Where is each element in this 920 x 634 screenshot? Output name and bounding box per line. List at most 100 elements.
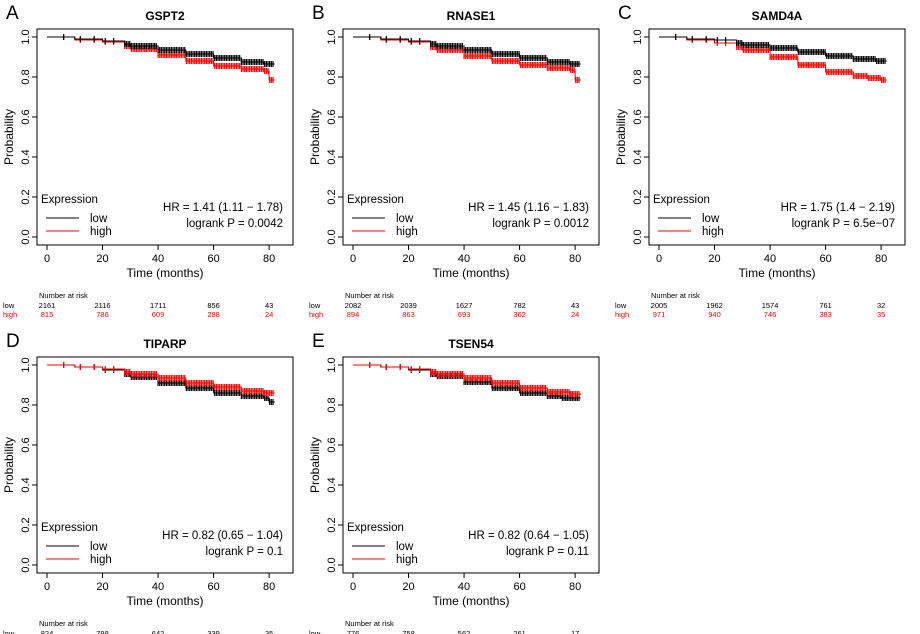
- panel-letter: B: [312, 3, 325, 24]
- panel-letter: D: [6, 331, 20, 352]
- risk-count-low: 1962: [706, 301, 723, 310]
- risk-count-low: 339: [207, 629, 220, 634]
- risk-count-low: 776: [347, 629, 360, 634]
- x-tick-label: 80: [263, 581, 275, 593]
- km-panel: C SAMD4A 0.0 0.2 0.4 0.6 0.8 1.0 0 20 40 60 80 Time (…: [614, 3, 906, 319]
- x-tick-label: 0: [44, 581, 50, 593]
- legend-title: Expression: [347, 194, 404, 206]
- plot-box: [342, 356, 600, 574]
- x-tick-label: 40: [152, 253, 164, 265]
- plot-box: [342, 28, 600, 246]
- x-tick-label: 40: [458, 253, 470, 265]
- y-tick-label: 0.2: [326, 189, 338, 204]
- x-axis-label: Time (months): [433, 594, 510, 608]
- y-tick-label: 0.4: [632, 149, 644, 164]
- y-tick-label: 0.8: [20, 397, 32, 412]
- legend-label-low: low: [90, 541, 108, 553]
- logrank-p: logrank P = 0.1: [206, 546, 283, 558]
- risk-count-low: 642: [152, 629, 165, 634]
- risk-count-high: 815: [41, 310, 54, 319]
- risk-count-high: 288: [207, 310, 220, 319]
- x-tick-label: 60: [819, 253, 831, 265]
- x-tick-label: 80: [875, 253, 887, 265]
- x-tick-label: 20: [402, 581, 414, 593]
- y-tick-label: 0.0: [20, 557, 32, 572]
- y-tick-label: 0.0: [326, 229, 338, 244]
- risk-count-high: 24: [265, 310, 273, 319]
- panel-title: TIPARP: [143, 337, 186, 351]
- plot-box: [36, 28, 294, 246]
- x-tick-label: 20: [96, 253, 108, 265]
- risk-count-low: 17: [571, 629, 579, 634]
- risk-count-low: 856: [207, 301, 220, 310]
- risk-count-low: 2082: [345, 301, 362, 310]
- x-tick-label: 0: [350, 253, 356, 265]
- x-axis-label: Time (months): [127, 266, 204, 280]
- risk-count-low: 798: [96, 629, 109, 634]
- risk-table-title: Number at risk: [345, 619, 394, 628]
- x-tick-label: 0: [656, 253, 662, 265]
- y-axis-label: Probability: [308, 109, 322, 165]
- y-tick-label: 0.0: [20, 229, 32, 244]
- risk-count-high: 746: [764, 310, 777, 319]
- panel-letter: E: [312, 331, 325, 352]
- x-axis-label: Time (months): [433, 266, 510, 280]
- y-tick-label: 0.2: [326, 517, 338, 532]
- y-tick-label: 0.0: [326, 557, 338, 572]
- risk-count-low: 761: [819, 301, 832, 310]
- risk-count-low: 1627: [456, 301, 473, 310]
- x-tick-label: 60: [513, 581, 525, 593]
- x-tick-label: 40: [764, 253, 776, 265]
- y-tick-label: 1.0: [20, 357, 32, 372]
- y-tick-label: 0.6: [632, 109, 644, 124]
- x-tick-label: 40: [458, 581, 470, 593]
- y-tick-label: 1.0: [20, 29, 32, 44]
- panel-title: TSEN54: [448, 337, 494, 351]
- risk-count-high: 383: [819, 310, 832, 319]
- y-tick-label: 0.8: [20, 69, 32, 84]
- hazard-ratio: HR = 0.82 (0.65 − 1.04): [162, 530, 283, 542]
- risk-count-low: 824: [41, 629, 54, 634]
- risk-table-title: Number at risk: [39, 291, 88, 300]
- risk-count-low: 562: [458, 629, 471, 634]
- legend-label-high: high: [90, 554, 112, 566]
- y-tick-label: 0.6: [20, 109, 32, 124]
- x-tick-label: 80: [263, 253, 275, 265]
- y-tick-label: 0.2: [20, 517, 32, 532]
- y-tick-label: 0.4: [326, 149, 338, 164]
- x-tick-label: 60: [207, 581, 219, 593]
- risk-row-label-high: high: [3, 310, 17, 319]
- y-tick-label: 0.4: [326, 477, 338, 492]
- risk-row-label-low: low: [615, 301, 627, 310]
- y-axis-label: Probability: [614, 109, 628, 165]
- risk-count-low: 35: [265, 629, 273, 634]
- risk-count-low: 43: [265, 301, 273, 310]
- y-axis-label: Probability: [308, 437, 322, 493]
- x-tick-label: 60: [513, 253, 525, 265]
- legend-title: Expression: [347, 522, 404, 534]
- risk-count-high: 24: [571, 310, 579, 319]
- risk-row-label-low: low: [3, 629, 15, 634]
- y-tick-label: 0.2: [20, 189, 32, 204]
- risk-table-title: Number at risk: [345, 291, 394, 300]
- hazard-ratio: HR = 1.75 (1.4 − 2.19): [781, 202, 896, 214]
- x-tick-label: 20: [708, 253, 720, 265]
- y-tick-label: 1.0: [326, 357, 338, 372]
- risk-table-title: Number at risk: [39, 619, 88, 628]
- y-tick-label: 0.6: [20, 437, 32, 452]
- x-axis-label: Time (months): [739, 266, 816, 280]
- x-axis-label: Time (months): [127, 594, 204, 608]
- risk-count-low: 2005: [651, 301, 668, 310]
- risk-count-high: 971: [653, 310, 666, 319]
- legend-label-low: low: [396, 213, 414, 225]
- y-tick-label: 0.4: [20, 477, 32, 492]
- risk-row-label-low: low: [309, 629, 321, 634]
- logrank-p: logrank P = 6.5e−07: [792, 218, 895, 230]
- x-tick-label: 40: [152, 581, 164, 593]
- plot-box: [648, 28, 906, 246]
- risk-count-low: 32: [877, 301, 885, 310]
- x-tick-label: 0: [350, 581, 356, 593]
- y-tick-label: 0.6: [326, 109, 338, 124]
- y-axis-label: Probability: [2, 109, 16, 165]
- km-panel: D TIPARP 0.0 0.2 0.4 0.6 0.8 1.0 0 20 40 60 80 Time (…: [2, 331, 294, 634]
